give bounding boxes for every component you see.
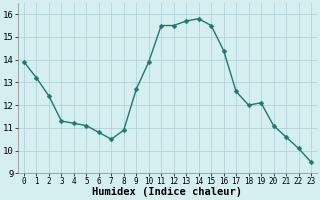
X-axis label: Humidex (Indice chaleur): Humidex (Indice chaleur) (92, 187, 243, 197)
